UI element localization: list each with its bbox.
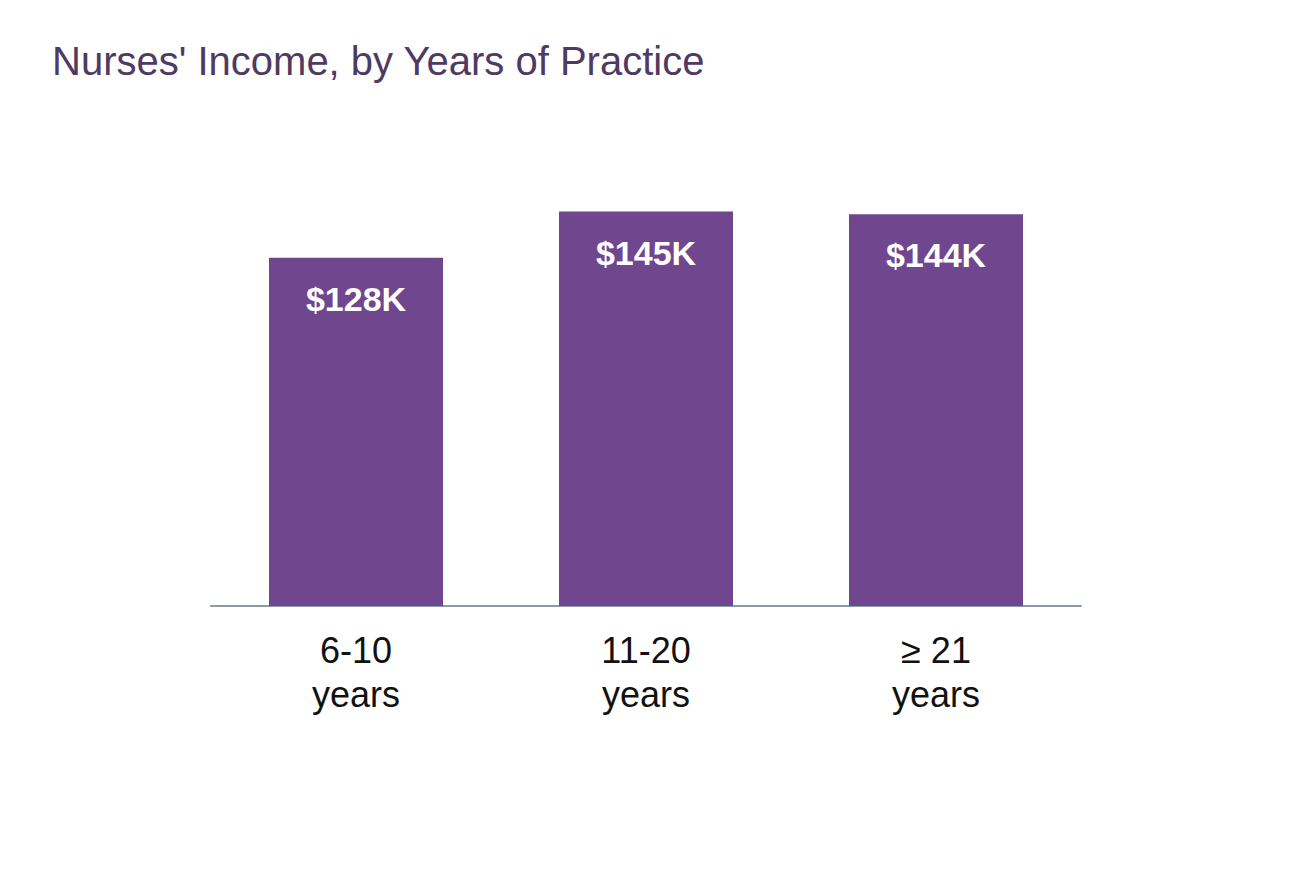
svg-text:$128K: $128K xyxy=(306,280,407,318)
svg-text:years: years xyxy=(602,674,690,715)
svg-text:11-20: 11-20 xyxy=(601,630,690,671)
svg-text:years: years xyxy=(312,674,400,715)
svg-text:6-10: 6-10 xyxy=(320,630,392,671)
svg-text:Nurses' Income, by Years of Pr: Nurses' Income, by Years of Practice xyxy=(52,39,704,83)
svg-text:$144K: $144K xyxy=(886,236,987,274)
svg-text:$145K: $145K xyxy=(596,234,697,272)
svg-text:years: years xyxy=(892,674,980,715)
svg-text:≥ 21: ≥ 21 xyxy=(901,630,971,671)
